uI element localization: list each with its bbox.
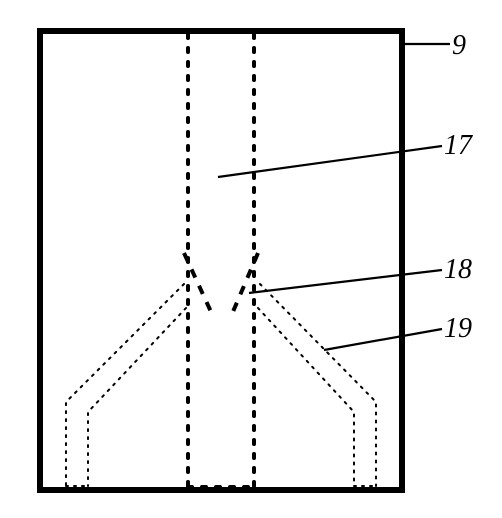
diagram-svg <box>0 0 502 518</box>
label-frame: 9 <box>452 30 466 62</box>
skirt-inner-right <box>258 308 354 486</box>
outer-frame <box>40 31 402 490</box>
leader-line-3 <box>324 329 442 350</box>
label-center-tube: 17 <box>444 130 472 162</box>
skirt-outer-left <box>66 284 184 486</box>
leader-line-1 <box>218 146 442 177</box>
leader-line-2 <box>249 270 442 293</box>
label-v-notch: 18 <box>444 254 472 286</box>
skirt-inner-left <box>88 308 186 486</box>
skirt-outer-right <box>260 284 376 486</box>
label-skirt: 19 <box>444 313 472 345</box>
